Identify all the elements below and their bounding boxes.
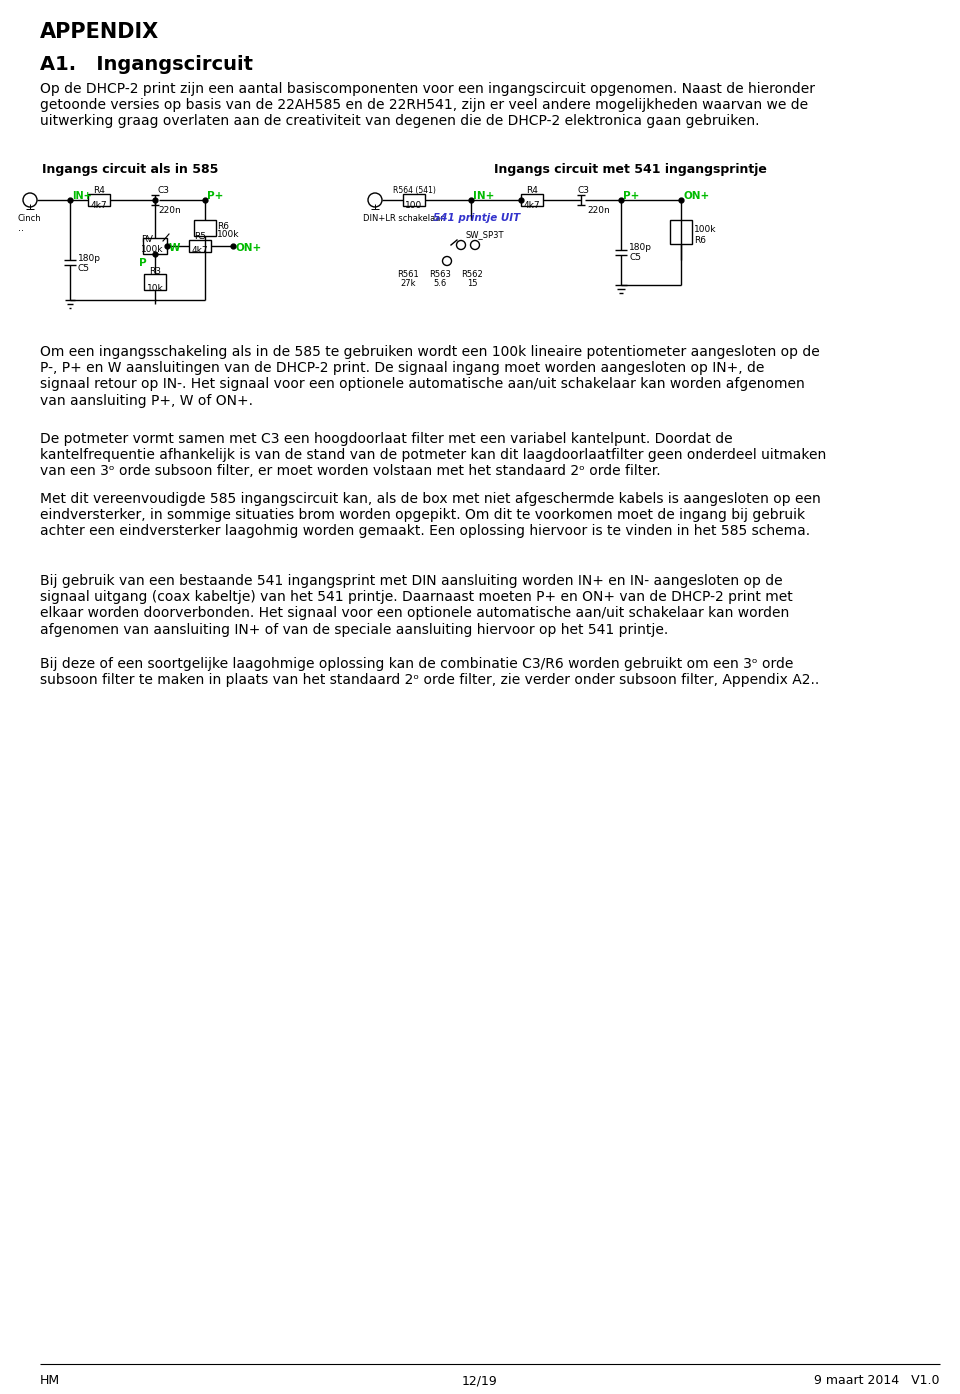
Text: 4k7: 4k7: [192, 245, 208, 255]
Text: 220n: 220n: [587, 206, 610, 215]
Text: DIN+LR schakelaar: DIN+LR schakelaar: [363, 215, 444, 223]
Text: 27k: 27k: [400, 279, 416, 289]
Text: Ingangs circuit als in 585: Ingangs circuit als in 585: [42, 163, 218, 176]
Text: R6: R6: [217, 222, 229, 231]
Bar: [670, 220, 692, 244]
Text: Cinch: Cinch: [18, 215, 41, 223]
Text: ..: ..: [18, 223, 24, 233]
Text: R3: R3: [149, 268, 161, 276]
Text: HM: HM: [40, 1374, 60, 1387]
Text: C5: C5: [629, 252, 641, 262]
Bar: [143, 238, 167, 254]
Text: 100k: 100k: [141, 245, 163, 254]
Text: 4k7: 4k7: [90, 201, 108, 210]
Text: De potmeter vormt samen met C3 een hoogdoorlaat filter met een variabel kantelpu: De potmeter vormt samen met C3 een hoogd…: [40, 432, 827, 478]
Text: Met dit vereenvoudigde 585 ingangscircuit kan, als de box met niet afgeschermde : Met dit vereenvoudigde 585 ingangscircui…: [40, 492, 821, 538]
Text: Om een ingangsschakeling als in de 585 te gebruiken wordt een 100k lineaire pote: Om een ingangsschakeling als in de 585 t…: [40, 344, 820, 407]
Text: R561: R561: [397, 270, 419, 279]
Text: R4: R4: [93, 185, 105, 195]
Text: 220n: 220n: [158, 206, 180, 215]
Text: ON+: ON+: [235, 243, 261, 252]
Text: 9 maart 2014   V1.0: 9 maart 2014 V1.0: [814, 1374, 940, 1387]
Text: IN+: IN+: [72, 191, 92, 201]
Text: R563: R563: [429, 270, 451, 279]
Text: 15: 15: [467, 279, 477, 289]
Text: RV: RV: [141, 236, 153, 244]
Text: 4k7: 4k7: [524, 201, 540, 210]
Text: 10k: 10k: [147, 284, 163, 293]
Text: 541 printje UIT: 541 printje UIT: [433, 213, 520, 223]
Text: P+: P+: [623, 191, 639, 201]
Text: 100k: 100k: [694, 224, 716, 234]
Text: R564 (541): R564 (541): [393, 185, 436, 195]
Text: R5: R5: [194, 231, 206, 241]
Text: C3: C3: [577, 185, 589, 195]
Text: 100: 100: [405, 201, 422, 210]
Text: C5: C5: [78, 263, 90, 273]
Text: C3: C3: [157, 185, 169, 195]
Bar: [403, 194, 425, 206]
Text: Ingangs circuit met 541 ingangsprintje: Ingangs circuit met 541 ingangsprintje: [493, 163, 766, 176]
Text: SW_SP3T: SW_SP3T: [466, 230, 505, 238]
Bar: [189, 240, 211, 252]
Text: 180p: 180p: [78, 254, 101, 263]
Text: R562: R562: [461, 270, 483, 279]
Text: APPENDIX: APPENDIX: [40, 22, 159, 42]
Text: P: P: [139, 258, 147, 268]
Bar: [144, 275, 166, 290]
Text: 100k: 100k: [217, 230, 239, 238]
Text: Bij gebruik van een bestaande 541 ingangsprint met DIN aansluiting worden IN+ en: Bij gebruik van een bestaande 541 ingang…: [40, 574, 793, 637]
Bar: [521, 194, 543, 206]
Text: Bij deze of een soortgelijke laagohmige oplossing kan de combinatie C3/R6 worden: Bij deze of een soortgelijke laagohmige …: [40, 657, 819, 687]
Bar: [88, 194, 110, 206]
Text: A1.   Ingangscircuit: A1. Ingangscircuit: [40, 54, 253, 74]
Text: 12/19: 12/19: [462, 1374, 498, 1387]
Text: Op de DHCP-2 print zijn een aantal basiscomponenten voor een ingangscircuit opge: Op de DHCP-2 print zijn een aantal basis…: [40, 82, 815, 128]
Text: IN+: IN+: [473, 191, 494, 201]
Bar: [194, 220, 216, 236]
Text: P+: P+: [207, 191, 224, 201]
Text: R4: R4: [526, 185, 538, 195]
Text: 5.6: 5.6: [433, 279, 446, 289]
Text: ON+: ON+: [683, 191, 709, 201]
Text: W: W: [169, 243, 180, 252]
Text: R6: R6: [694, 236, 706, 245]
Text: 180p: 180p: [629, 243, 652, 252]
